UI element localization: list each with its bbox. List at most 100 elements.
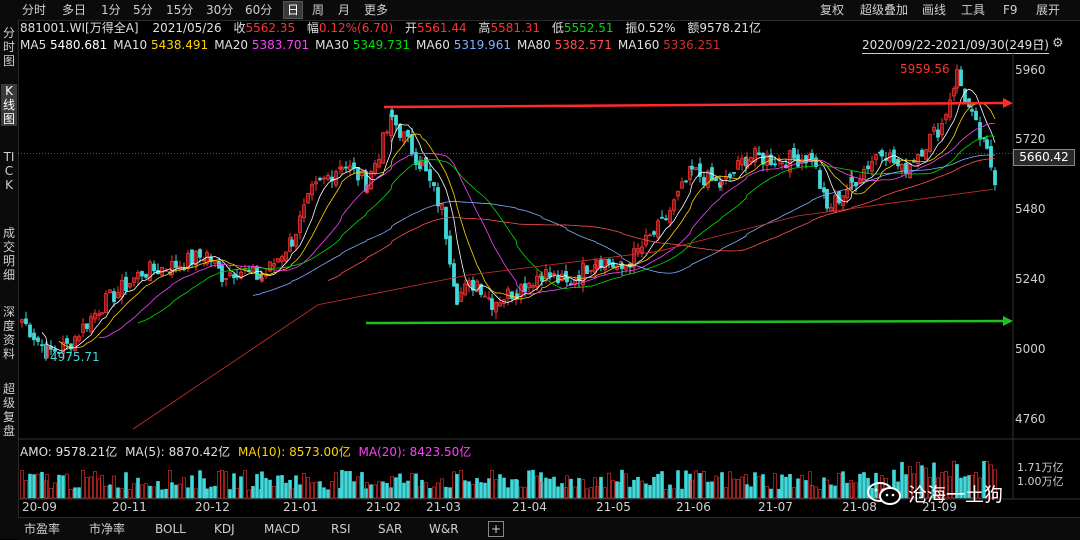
volume-bar xyxy=(389,487,393,499)
volume-bar xyxy=(632,479,636,499)
volume-bar xyxy=(228,489,232,499)
period-tab-5min[interactable]: 5分 xyxy=(133,3,153,17)
candle-body xyxy=(866,165,870,170)
volume-bar xyxy=(714,475,718,499)
period-tab-1min[interactable]: 1分 xyxy=(101,3,121,17)
super-overlay-button[interactable]: 超级叠加 xyxy=(860,3,909,17)
sidebar-item-kline[interactable]: K线图 xyxy=(1,84,17,126)
candle-body xyxy=(239,271,243,279)
sidebar-item-depth[interactable]: 深度资料 xyxy=(2,305,15,361)
volume-bar xyxy=(565,475,569,499)
candle-body xyxy=(436,187,440,207)
volume-bar xyxy=(334,472,338,499)
more-periods-button[interactable]: 更多 xyxy=(364,3,389,17)
candle-body xyxy=(757,152,761,156)
date-range-selector[interactable]: 2020/09/22-2021/09/30(249日) xyxy=(862,38,1049,54)
add-indicator-icon[interactable]: + xyxy=(488,521,504,537)
period-tab-day[interactable]: 日 xyxy=(283,1,304,19)
candle-body xyxy=(440,203,444,210)
price-tick-label: 5960 xyxy=(1015,63,1046,77)
tab-rsi[interactable]: RSI xyxy=(331,522,351,536)
sidebar-item-intraday[interactable]: 分时图 xyxy=(2,26,15,68)
volume-bar xyxy=(53,482,57,499)
volume-bar xyxy=(276,475,280,499)
ma-label: MA5 xyxy=(20,38,51,52)
volume-bar xyxy=(318,481,322,499)
volume-bar xyxy=(326,489,330,499)
volume-bar xyxy=(993,469,997,499)
period-tab-30min[interactable]: 30分 xyxy=(206,3,234,17)
volume-bar xyxy=(698,473,702,499)
ma-label: MA10 xyxy=(113,38,151,52)
candle-body xyxy=(814,157,818,168)
candle-body xyxy=(414,152,418,165)
volume-bar xyxy=(432,486,436,499)
volume-bar xyxy=(595,486,599,499)
tools-button[interactable]: 工具 xyxy=(961,3,986,17)
volume-bar xyxy=(850,482,854,499)
support-arrow-icon xyxy=(1003,316,1013,326)
candle-body xyxy=(718,182,722,188)
expand-button[interactable]: 展开 xyxy=(1036,3,1061,17)
volume-bar xyxy=(348,471,352,499)
volume-bar xyxy=(599,476,603,499)
candle-body xyxy=(475,280,479,293)
volume-bar xyxy=(81,469,85,499)
period-tab-15min[interactable]: 15分 xyxy=(166,3,194,17)
volume-bar xyxy=(217,470,221,499)
volume-bar xyxy=(186,487,190,499)
volume-bar xyxy=(310,482,314,499)
candle-body xyxy=(640,246,644,253)
volume-bar xyxy=(220,469,224,499)
candle-body xyxy=(948,99,952,118)
date-tick-label: 20-09 xyxy=(22,500,57,514)
candle-body xyxy=(498,302,502,307)
period-tab-month[interactable]: 月 xyxy=(338,3,351,17)
candle-body xyxy=(970,109,974,112)
sidebar-item-trades[interactable]: 成交明细 xyxy=(2,226,15,282)
volume-bar xyxy=(288,479,292,499)
volume-bar xyxy=(920,465,924,499)
ma-line xyxy=(327,158,996,282)
settings-gear-icon[interactable]: ⚙ xyxy=(1052,36,1064,51)
volume-bar xyxy=(680,488,684,499)
tab-kdj[interactable]: KDJ xyxy=(214,522,235,536)
candle-body xyxy=(124,276,128,292)
period-tab-60min[interactable]: 60分 xyxy=(245,3,273,17)
price-tick-label: 4760 xyxy=(1015,412,1046,426)
period-tab-multiday[interactable]: 多日 xyxy=(62,3,87,17)
adjust-button[interactable]: 复权 xyxy=(820,3,845,17)
volume-bar xyxy=(239,476,243,499)
tab-pb[interactable]: 市净率 xyxy=(89,522,126,536)
candle-body xyxy=(924,149,928,160)
candle-body xyxy=(108,289,112,294)
tab-boll[interactable]: BOLL xyxy=(155,522,186,536)
period-tab-week[interactable]: 周 xyxy=(312,3,325,17)
quote-info-bar: 881001.WI[万得全A] 2021/05/26 收5562.35 幅0.1… xyxy=(20,20,761,36)
amplitude-value: 0.52% xyxy=(637,21,676,35)
volume-bar xyxy=(862,472,866,499)
tab-sar[interactable]: SAR xyxy=(378,522,403,536)
volume-bar xyxy=(527,470,531,499)
volume-bar xyxy=(148,485,152,499)
kline-chart[interactable] xyxy=(18,53,1080,517)
sidebar-item-review[interactable]: 超级复盘 xyxy=(2,382,15,438)
f9-button[interactable]: F9 xyxy=(1003,3,1018,17)
range-expand-icon[interactable]: ⌃ xyxy=(1036,37,1047,51)
tab-pe[interactable]: 市盈率 xyxy=(24,522,61,536)
quote-date: 2021/05/26 xyxy=(152,21,222,35)
period-tab-intraday[interactable]: 分时 xyxy=(22,3,47,17)
price-tick-label: 5000 xyxy=(1015,342,1046,356)
volume-bar xyxy=(93,471,97,499)
tab-macd[interactable]: MACD xyxy=(264,522,300,536)
candle-body xyxy=(452,263,456,287)
sidebar-item-tick[interactable]: TICK xyxy=(3,150,15,192)
price-tick-label: 5720 xyxy=(1015,132,1046,146)
candle-body xyxy=(471,279,475,291)
ma-legend: MA5 5480.681 MA10 5438.491 MA20 5383.701 MA… xyxy=(20,37,720,53)
draw-line-button[interactable]: 画线 xyxy=(922,3,947,17)
tab-wr[interactable]: W&R xyxy=(429,522,459,536)
candle-body xyxy=(573,278,577,286)
candle-body xyxy=(510,291,514,300)
candle-body xyxy=(112,291,116,303)
